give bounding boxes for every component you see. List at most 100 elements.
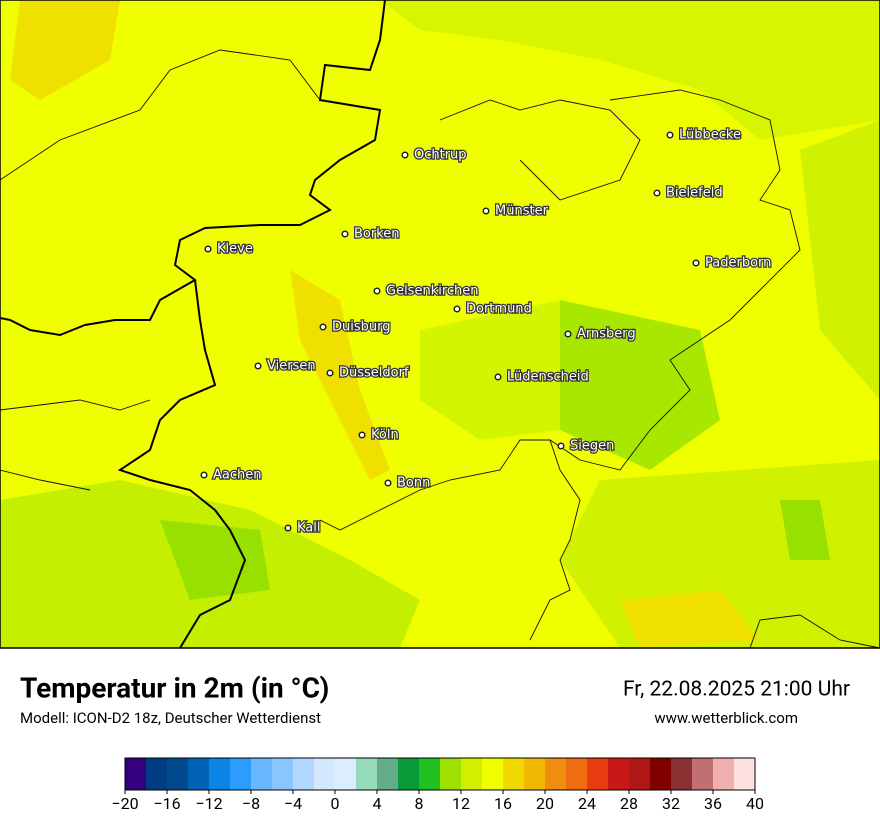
- colorbar: −20 −16 −12 −8 −4 0 4 8 12 16 20 24 28 32 36 40: [111, 757, 764, 813]
- city-marker: [319, 323, 327, 331]
- colorbar-swatch: [377, 758, 399, 790]
- city-layer: Lübbecke Ochtrup Bielefeld Münster Borken Kle…: [200, 126, 773, 537]
- city-label: Arnsberg: [577, 327, 636, 342]
- city-label: Münster: [495, 204, 549, 219]
- colorbar-swatch: [692, 758, 714, 790]
- city-marker: [358, 431, 366, 439]
- map-title: Temperatur in 2m (in °C): [20, 671, 329, 704]
- colorbar-swatch: [230, 758, 252, 790]
- colorbar-swatch: [713, 758, 735, 790]
- colorbar-tick-label: 24: [578, 794, 596, 813]
- state-border: [529, 439, 880, 649]
- city-marker: [284, 524, 292, 532]
- city-marker: [326, 369, 334, 377]
- city-label: Borken: [354, 227, 400, 242]
- district-border: [0, 399, 151, 491]
- state-border: [439, 99, 641, 201]
- colorbar-tick-label: 36: [704, 794, 722, 813]
- city-marker: [401, 151, 409, 159]
- colorbar-tick-label: −20: [111, 794, 138, 813]
- city-marker: [200, 471, 208, 479]
- colorbar-tick-label: −8: [242, 794, 260, 813]
- city-marker: [373, 287, 381, 295]
- colorbar-swatch: [461, 758, 483, 790]
- colorbar-tick-label: 12: [452, 794, 470, 813]
- map: Lübbecke Ochtrup Bielefeld Münster Borken Kle…: [0, 0, 880, 649]
- city-label: Dortmund: [466, 302, 532, 317]
- cool-area: [420, 300, 560, 440]
- city-marker: [341, 230, 349, 238]
- colorbar-swatch: [293, 758, 315, 790]
- colorbar-tick-label: 32: [662, 794, 680, 813]
- warm-area: [290, 270, 390, 480]
- valid-time: Fr, 22.08.2025 21:00 Uhr: [623, 678, 850, 702]
- colorbar-swatch: [272, 758, 294, 790]
- colorbar-swatch: [587, 758, 609, 790]
- city-marker: [204, 245, 212, 253]
- website: www.wetterblick.com: [654, 709, 798, 727]
- colorbar-swatch: [524, 758, 546, 790]
- city-label: Bielefeld: [666, 186, 723, 201]
- warm-area: [10, 0, 120, 100]
- city-marker: [453, 305, 461, 313]
- city-marker: [384, 479, 392, 487]
- colorbar-swatch: [629, 758, 651, 790]
- city-label: Paderborn: [705, 256, 771, 271]
- cool-area: [780, 500, 830, 560]
- colorbar-tick-label: 0: [331, 794, 340, 813]
- city-marker: [666, 131, 674, 139]
- colorbar-tick-label: 4: [373, 794, 382, 813]
- city-label: Kleve: [217, 242, 253, 257]
- colorbar-swatch: [503, 758, 525, 790]
- city-label: Bonn: [397, 476, 430, 491]
- colorbar-swatch: [482, 758, 504, 790]
- city-label: Lüdenscheid: [507, 370, 589, 385]
- colorbar-swatch: [650, 758, 672, 790]
- colorbar-swatch: [419, 758, 441, 790]
- city-marker: [557, 442, 565, 450]
- colorbar-swatch: [251, 758, 273, 790]
- colorbar-swatch: [314, 758, 336, 790]
- city-marker: [494, 373, 502, 381]
- colorbar-swatch: [335, 758, 357, 790]
- colorbar-tick-label: −4: [284, 794, 302, 813]
- colorbar-swatch: [566, 758, 588, 790]
- colorbar-swatch: [734, 758, 756, 790]
- colorbar-swatch: [188, 758, 210, 790]
- colorbar-tick-label: 16: [494, 794, 512, 813]
- cool-area: [380, 0, 880, 140]
- colorbar-tick-label: 8: [415, 794, 424, 813]
- cool-area: [560, 300, 720, 470]
- city-label: Viersen: [267, 359, 316, 374]
- model-info: Modell: ICON-D2 18z, Deutscher Wetterdie…: [20, 709, 321, 727]
- colorbar-swatch: [440, 758, 462, 790]
- state-border: [319, 89, 801, 531]
- colorbar-swatch: [398, 758, 420, 790]
- city-label: Aachen: [213, 468, 261, 483]
- city-label: Siegen: [570, 439, 614, 454]
- cool-area: [160, 520, 270, 600]
- colorbar-swatch: [608, 758, 630, 790]
- national-border: [117, 279, 247, 649]
- city-marker: [482, 207, 490, 215]
- city-label: Köln: [371, 428, 399, 443]
- colorbar-tick-label: 20: [536, 794, 554, 813]
- colorbar-swatch: [545, 758, 567, 790]
- city-label: Duisburg: [332, 320, 391, 335]
- colorbar-tick-label: 28: [620, 794, 638, 813]
- city-label: Gelsenkirchen: [386, 284, 479, 299]
- city-marker: [254, 362, 262, 370]
- colorbar-frame: [124, 757, 756, 791]
- colorbar-tick-label: −12: [195, 794, 222, 813]
- state-border: [0, 49, 321, 181]
- colorbar-tick-label: 40: [746, 794, 764, 813]
- city-label: Düsseldorf: [339, 366, 409, 381]
- colorbar-swatch: [671, 758, 693, 790]
- colorbar-swatch: [146, 758, 168, 790]
- colorbar-swatch: [167, 758, 189, 790]
- city-marker: [692, 259, 700, 267]
- colorbar-swatch: [125, 758, 147, 790]
- city-marker: [564, 330, 572, 338]
- city-label: Lübbecke: [679, 128, 741, 143]
